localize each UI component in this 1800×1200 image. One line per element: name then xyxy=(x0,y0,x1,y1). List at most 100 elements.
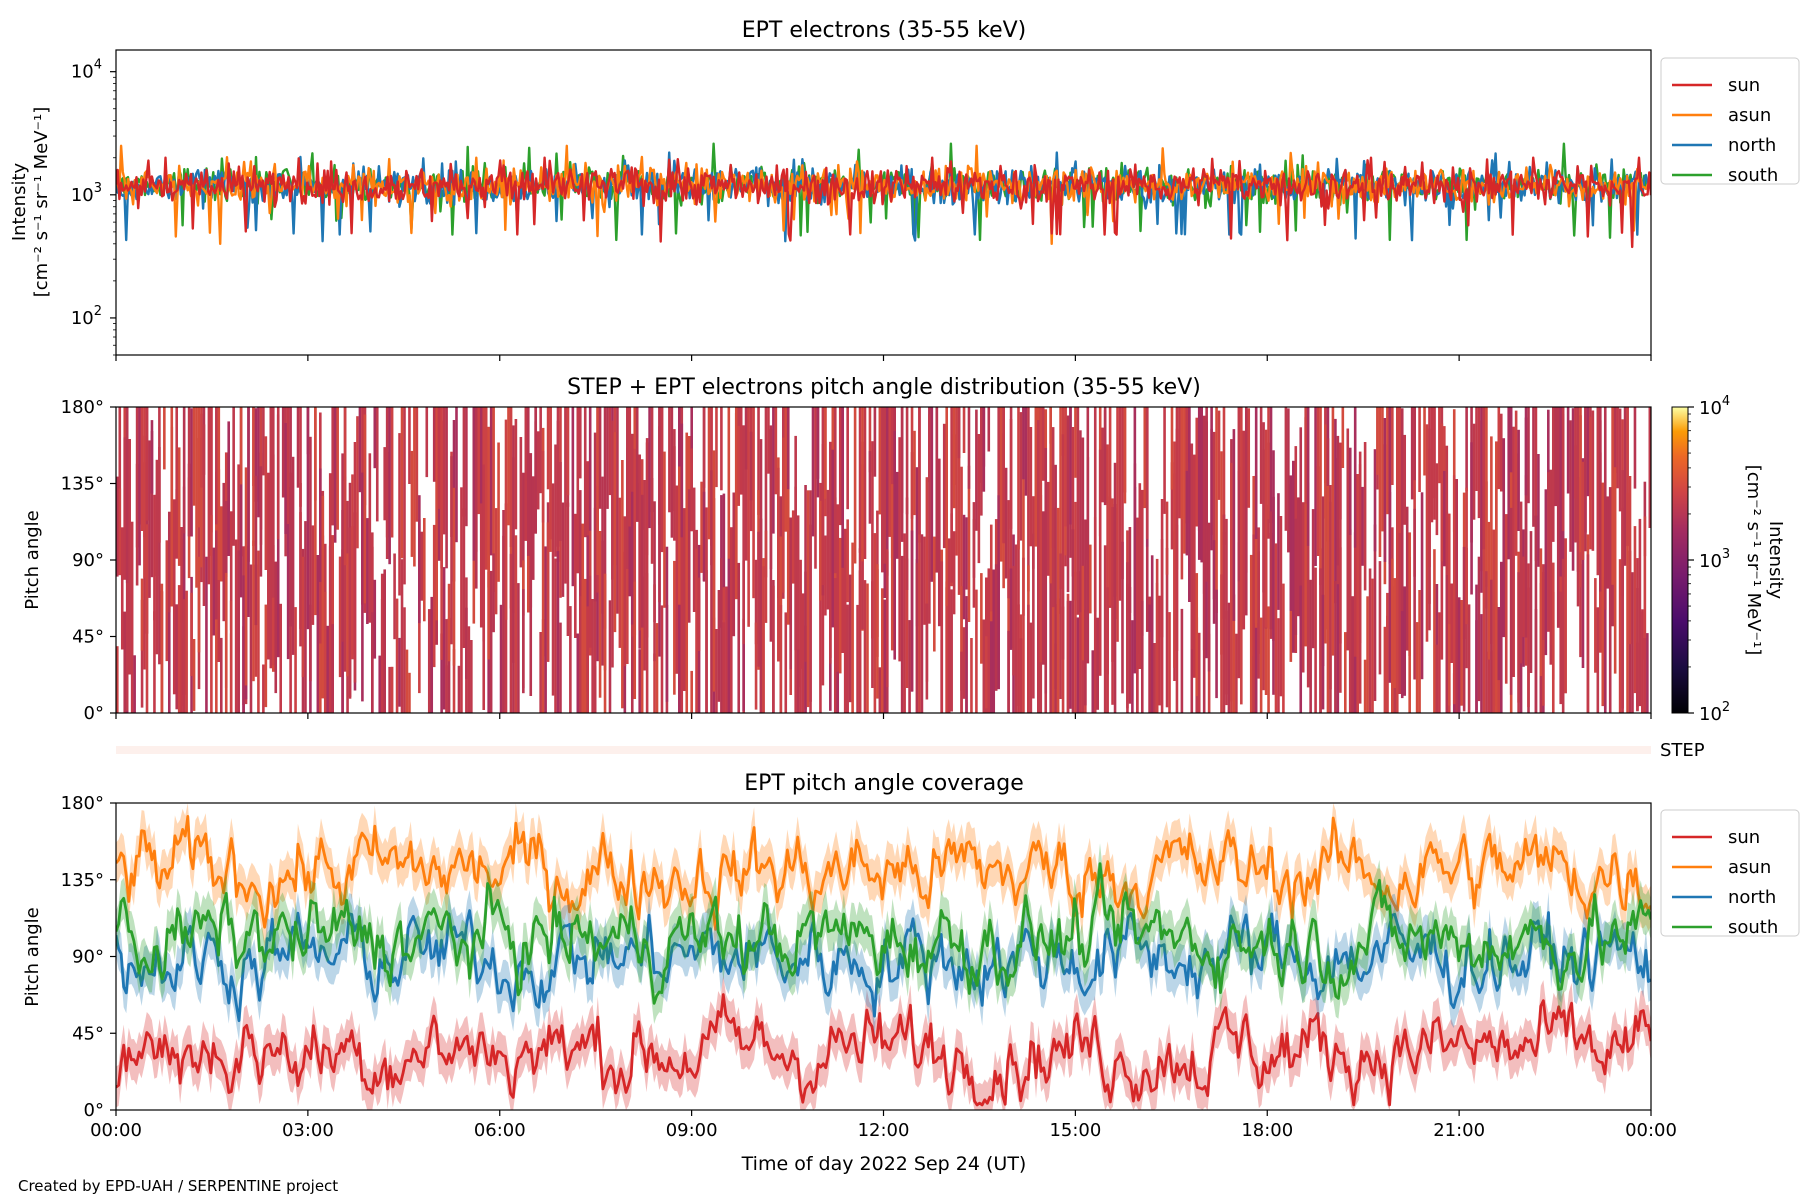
heatmap-cell xyxy=(257,407,260,518)
heatmap-cell xyxy=(1408,532,1411,713)
heatmap-cell xyxy=(616,407,619,614)
heatmap-cell xyxy=(583,578,587,713)
heatmap-cell xyxy=(1336,435,1340,566)
series-line-sun xyxy=(116,993,1651,1107)
heatmap-cell xyxy=(977,434,981,564)
heatmap-cell xyxy=(140,578,144,651)
heatmap-cell xyxy=(182,486,186,695)
heatmap-cell xyxy=(791,510,795,584)
heatmap-cell xyxy=(408,672,411,713)
heatmap-cell xyxy=(1633,407,1637,489)
heatmap-cell xyxy=(1445,445,1449,648)
heatmap-cell xyxy=(1366,596,1369,713)
heatmap-cell xyxy=(1457,597,1461,713)
panel1-ylabel-units: [cm⁻² s⁻¹ sr⁻¹ MeV⁻¹] xyxy=(31,107,52,298)
heatmap-cell xyxy=(187,463,191,536)
heatmap-cell xyxy=(559,462,562,541)
heatmap-cell xyxy=(1101,427,1104,503)
heatmap-cell xyxy=(1353,656,1357,713)
heatmap-cell xyxy=(885,407,889,576)
heatmap-cell xyxy=(900,555,904,713)
heatmap-cell xyxy=(1566,407,1570,494)
heatmap-cell xyxy=(1438,407,1441,484)
heatmap-cell xyxy=(1121,541,1124,694)
heatmap-cell xyxy=(1373,449,1377,552)
heatmap-cell xyxy=(1069,407,1072,525)
heatmap-cell xyxy=(603,573,607,671)
panel1-ylabel-text: Intensity xyxy=(9,162,30,241)
heatmap-cell xyxy=(1413,407,1416,577)
heatmap-cell xyxy=(1029,427,1033,547)
heatmap-cell xyxy=(903,533,906,713)
heatmap-cell xyxy=(757,531,760,667)
heatmap-cell xyxy=(388,666,391,713)
heatmap-cell xyxy=(1559,407,1562,577)
heatmap-cell xyxy=(1373,524,1377,701)
heatmap-cell xyxy=(153,494,156,621)
heatmap-cell xyxy=(1309,579,1312,713)
y-tick-label: 0° xyxy=(84,1100,104,1121)
heatmap-cell xyxy=(1012,565,1015,676)
heatmap-cell xyxy=(1084,519,1087,706)
heatmap-cell xyxy=(618,497,622,648)
colorbar-label: Intensity [cm⁻² s⁻¹ sr⁻¹ MeV⁻¹] xyxy=(1743,465,1786,656)
heatmap-cell xyxy=(1405,506,1409,651)
heatmap-cell xyxy=(987,568,991,713)
heatmap-cell xyxy=(1554,407,1558,507)
heatmap-cell xyxy=(1410,407,1414,500)
heatmap-cell xyxy=(125,407,129,584)
y-tick-exponent: 2 xyxy=(94,304,102,319)
heatmap-cell xyxy=(447,583,451,662)
heatmap-cell xyxy=(952,531,956,615)
panel4-xlabel: Time of day 2022 Sep 24 (UT) xyxy=(741,1153,1027,1175)
heatmap-cell xyxy=(749,431,753,501)
heatmap-cell xyxy=(1363,442,1367,591)
heatmap-cell xyxy=(1418,590,1421,713)
heatmap-cell xyxy=(148,440,151,598)
heatmap-cell xyxy=(665,546,669,702)
heatmap-cell xyxy=(908,620,911,713)
heatmap-cell xyxy=(286,407,290,524)
heatmap-cell xyxy=(593,507,597,713)
heatmap-cell xyxy=(690,670,693,713)
heatmap-cell xyxy=(640,576,644,713)
heatmap-cell xyxy=(1264,429,1268,628)
heatmap-cell xyxy=(1197,407,1201,560)
heatmap-cell xyxy=(474,415,478,589)
heatmap-cell xyxy=(942,423,946,549)
heatmap-cell xyxy=(1465,407,1468,492)
heatmap-cell xyxy=(695,548,698,713)
heatmap-cell xyxy=(554,558,557,713)
y-tick-label: 90° xyxy=(72,947,104,968)
heatmap-cell xyxy=(890,484,894,651)
heatmap-cell xyxy=(878,667,882,713)
x-tick-label: 03:00 xyxy=(282,1120,334,1141)
heatmap-cell xyxy=(1185,407,1189,556)
heatmap-cell xyxy=(982,407,986,492)
heatmap-cell xyxy=(1138,483,1142,669)
heatmap-cell xyxy=(145,407,149,521)
heatmap-cell xyxy=(1061,407,1065,456)
heatmap-cell xyxy=(962,514,966,620)
heatmap-cell xyxy=(1621,470,1624,709)
heatmap-cell xyxy=(1230,462,1233,702)
heatmap-cell xyxy=(1618,559,1622,713)
heatmap-cell xyxy=(915,563,919,713)
heatmap-cell xyxy=(202,424,206,606)
heatmap-cell xyxy=(281,407,285,498)
heatmap-cell xyxy=(806,490,810,708)
heatmap-cell xyxy=(1344,632,1347,713)
heatmap-cell xyxy=(427,609,431,713)
heatmap-cell xyxy=(494,508,498,615)
colorbar-ticks: 102 103 104 xyxy=(1688,394,1730,725)
panel4-plot-area xyxy=(116,803,1651,1110)
heatmap-cell xyxy=(1490,579,1493,713)
heatmap-cell xyxy=(868,407,872,473)
heatmap-cell xyxy=(635,407,639,522)
heatmap-cell xyxy=(1391,407,1394,485)
heatmap-cell xyxy=(232,407,235,546)
heatmap-cell xyxy=(809,490,812,713)
heatmap-cell xyxy=(1014,544,1018,713)
heatmap-cell xyxy=(1056,507,1060,614)
heatmap-cell xyxy=(608,407,612,496)
